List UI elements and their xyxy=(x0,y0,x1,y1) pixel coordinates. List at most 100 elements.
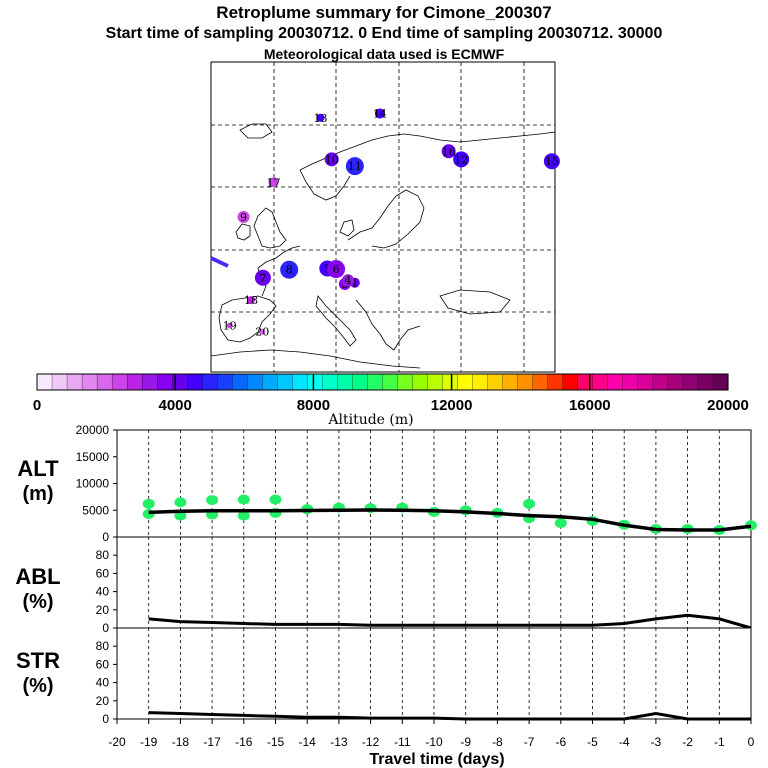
str-unit: (%) xyxy=(22,675,53,697)
x-tick-label: -4 xyxy=(619,735,630,749)
map-point: 13 xyxy=(313,112,327,125)
str-panel: 0 20 40 60 80 STR (%) xyxy=(16,627,752,726)
colorbar-cell xyxy=(352,373,369,391)
colorbar-tick-label: 8000 xyxy=(297,397,330,414)
map-point-label: 15 xyxy=(545,155,559,168)
alt-unit: (m) xyxy=(22,483,53,505)
colorbar-cell xyxy=(682,373,699,391)
colorbar-tick-label: 0 xyxy=(33,397,41,414)
map-point-marker xyxy=(259,328,266,335)
met-data-subtitle: Meteorological data used is ECMWF xyxy=(263,46,505,62)
abl-panel: 0 20 40 60 80 ABL (%) xyxy=(15,536,752,635)
map-point-label: 19 xyxy=(223,320,237,333)
x-tick-label: -20 xyxy=(108,735,126,749)
alt-scatter-point xyxy=(206,495,219,506)
colorbar-cell xyxy=(81,373,98,391)
colorbar-cell xyxy=(457,373,474,391)
alt-scatter-point xyxy=(269,494,282,505)
colorbar-cell xyxy=(712,373,729,391)
map-point-label: 6 xyxy=(333,263,340,276)
map-point-marker xyxy=(324,152,339,167)
map-point: 10 xyxy=(324,152,339,167)
x-tick-label: -1 xyxy=(714,735,725,749)
abl-line xyxy=(148,613,752,630)
colorbar-cell xyxy=(337,373,354,391)
map-point: 15 xyxy=(543,153,560,170)
map-point-marker xyxy=(341,274,354,287)
map-points: 1234567891011121314151617181920 xyxy=(223,107,560,339)
x-tick-label: -7 xyxy=(524,735,535,749)
str-title: STR xyxy=(16,648,60,673)
y-tick-label: 60 xyxy=(96,657,110,671)
sampling-subtitle: Start time of sampling 20030712. 0 End t… xyxy=(105,25,663,42)
x-tick-label: 0 xyxy=(748,735,755,749)
y-tick-label: 15000 xyxy=(76,450,110,464)
colorbar-cell xyxy=(637,373,654,391)
colorbar-cell xyxy=(307,373,323,391)
map-panel: 1234567891011121314151617181920 xyxy=(210,61,560,373)
x-tick-label: -19 xyxy=(140,735,158,749)
alt-title: ALT xyxy=(17,456,59,481)
map-point-label: 20 xyxy=(255,326,269,339)
map-point: 8 xyxy=(280,260,299,279)
colorbar-cell xyxy=(36,373,53,391)
colorbar-cell xyxy=(487,373,504,391)
map-point: 16 xyxy=(441,144,456,159)
map-point: 7 xyxy=(254,269,271,286)
colorbar-cell xyxy=(382,373,399,391)
colorbar-cell xyxy=(157,373,173,391)
map-point-marker xyxy=(268,177,279,188)
map-point-marker xyxy=(453,151,470,168)
map-point: 20 xyxy=(255,326,269,339)
y-tick-label: 10000 xyxy=(76,477,110,491)
map-point: 19 xyxy=(223,320,237,333)
colorbar-cell xyxy=(562,373,579,391)
colorbar-cell xyxy=(367,373,384,391)
map-point: 14 xyxy=(373,107,387,120)
colorbar-cell xyxy=(517,373,534,391)
map-point-label: 14 xyxy=(373,107,387,120)
map-point-label: 1 xyxy=(351,277,358,290)
x-tick-label: -3 xyxy=(651,735,662,749)
colorbar-tick-label: 4000 xyxy=(159,397,192,414)
colorbar-cell xyxy=(592,373,609,391)
alt-median-line xyxy=(148,508,752,532)
map-point: 11 xyxy=(345,157,364,176)
alt-scatter-point xyxy=(142,498,155,509)
x-tick-label: -14 xyxy=(299,735,317,749)
map-point: 18 xyxy=(244,294,258,307)
map-point-label: 16 xyxy=(442,145,456,158)
x-tick-label: -15 xyxy=(267,735,285,749)
altitude-colorbar: 0 4000 8000 12000 16000 20000 Altitude (m) xyxy=(33,373,749,428)
y-tick-label: 0 xyxy=(102,530,109,544)
colorbar-tick-label: 20000 xyxy=(707,397,749,414)
colorbar-cell xyxy=(292,373,308,391)
colorbar-cell xyxy=(217,373,233,391)
map-point-label: 13 xyxy=(313,112,327,125)
colorbar-label: Altitude (m) xyxy=(327,412,413,428)
map-point-marker xyxy=(316,113,325,122)
colorbar-cell xyxy=(111,373,128,391)
map-point: 4 xyxy=(341,274,354,287)
map-point-label: 17 xyxy=(267,176,281,189)
y-tick-label: 0 xyxy=(102,712,109,726)
colorbar-cell xyxy=(262,373,278,391)
map-point: 9 xyxy=(237,211,250,224)
map-point-marker xyxy=(247,296,256,305)
y-tick-label: 20 xyxy=(96,694,110,708)
colorbar-cell xyxy=(622,373,639,391)
colorbar-cell xyxy=(547,373,564,391)
map-point: 12 xyxy=(453,151,470,168)
x-tick-label: -13 xyxy=(330,735,348,749)
colorbar-cell xyxy=(697,373,714,391)
map-point-marker xyxy=(374,108,385,119)
colorbar-cell xyxy=(652,373,669,391)
colorbar-cell xyxy=(532,373,549,391)
colorbar-cell xyxy=(66,373,83,391)
y-tick-label: 80 xyxy=(96,639,110,653)
map-point-marker xyxy=(237,211,250,223)
colorbar-cell xyxy=(202,373,218,391)
abl-unit: (%) xyxy=(22,591,53,613)
colorbar-cell xyxy=(472,373,489,391)
